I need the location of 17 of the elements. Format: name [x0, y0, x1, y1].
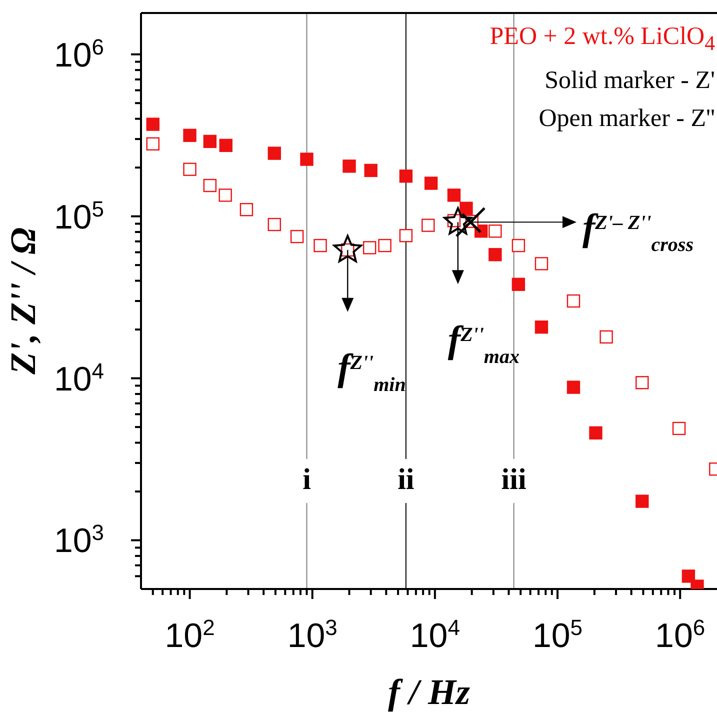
x-tick-label: 10$^{4}$ — [410, 614, 460, 655]
y-tick-label: 10$^{5}$ — [54, 196, 104, 236]
annotation: Open marker - Z'' — [538, 104, 715, 134]
y-tick-label: 10$^{6}$ — [54, 34, 104, 74]
x-tick-label: 10$^{6}$ — [655, 614, 706, 655]
ref-line-label: ii — [398, 463, 414, 496]
x-axis-title: f / Hz — [388, 672, 470, 712]
x-tick-label: 10$^{5}$ — [532, 614, 583, 655]
y-tick-label: 10$^{3}$ — [54, 520, 104, 560]
x-tick-label: 10$^{3}$ — [287, 614, 338, 655]
ref-line-label: iii — [501, 463, 526, 496]
y-tick-label: 10$^{4}$ — [54, 358, 104, 398]
ref-line-label: i — [302, 463, 311, 496]
y-axis-title: Z', Z'' / Ω — [2, 227, 43, 376]
x-tick-label: 10$^{2}$ — [164, 614, 215, 655]
annotation: Solid marker - Z' — [544, 66, 715, 96]
annotation: PEO + 2 wt.% LiClO$_{4}$ — [490, 22, 715, 57]
